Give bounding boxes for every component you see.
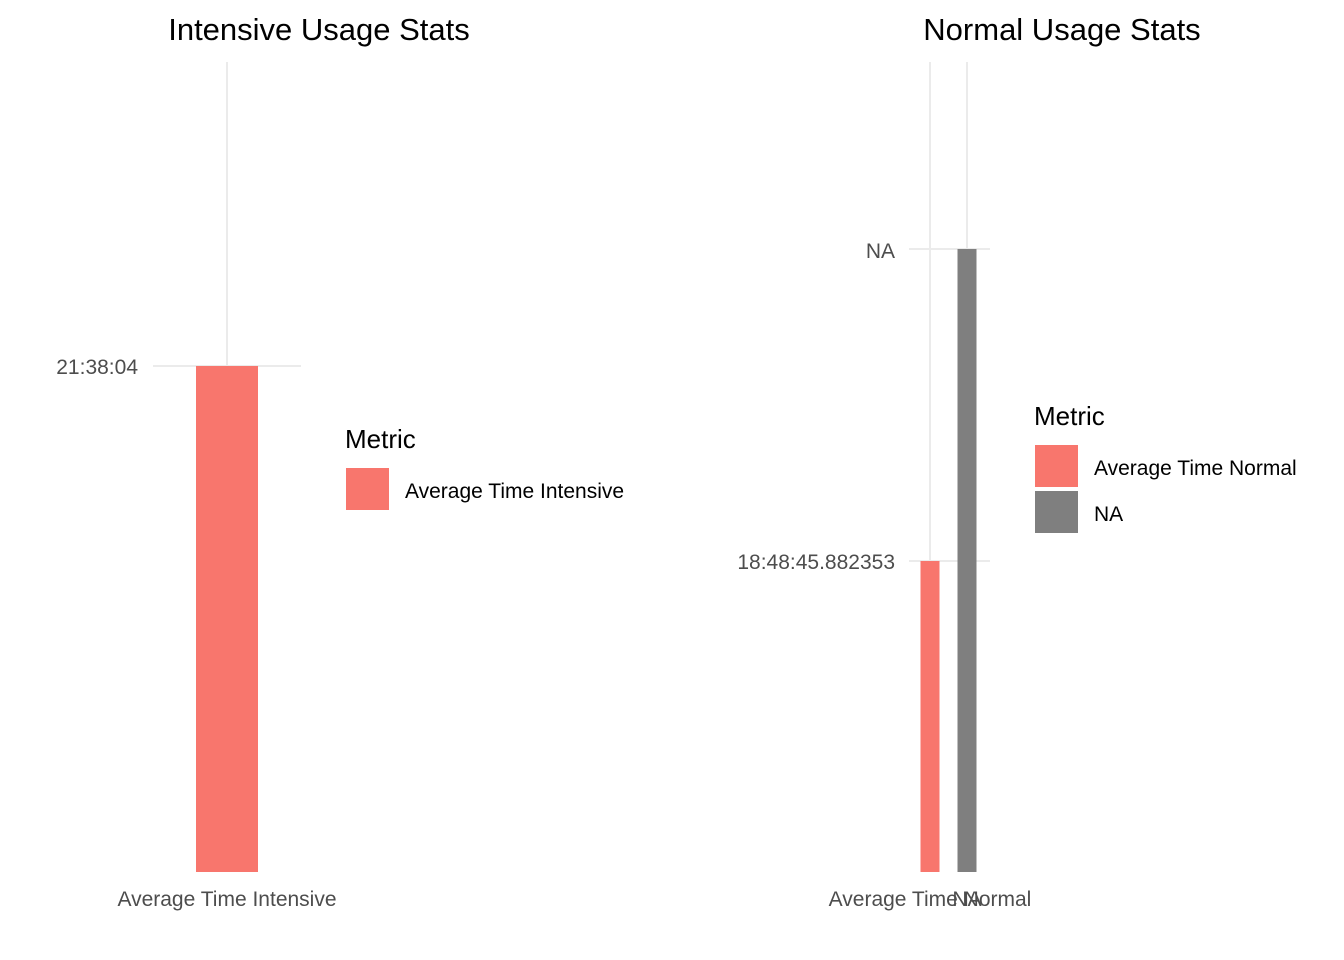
intensive-legend-swatch [346,468,389,510]
intensive-legend-title: Metric [345,424,416,454]
normal-bars [920,249,977,872]
intensive-legend: Metric Average Time Intensive [345,424,624,510]
intensive-panel: Intensive Usage Stats 21:38:04 Average T… [56,12,624,911]
intensive-chart-title: Intensive Usage Stats [168,12,470,47]
bar-average-time-intensive [196,366,258,872]
normal-y-tick-label-na: NA [866,240,895,263]
normal-panel: Normal Usage Stats 18:48:45.882353 NA Av… [737,12,1296,911]
intensive-y-tick-label: 21:38:04 [56,356,138,379]
intensive-bars [196,366,258,872]
normal-legend-swatch-2 [1035,491,1078,533]
normal-legend-title: Metric [1034,401,1105,431]
normal-legend-label-2: NA [1094,503,1123,526]
normal-legend: Metric Average Time Normal NA [1034,401,1297,533]
normal-legend-swatch-1 [1035,445,1078,487]
normal-x-tick-label-1: Average Time Normal [829,888,1032,911]
bar-average-time-normal [920,561,940,872]
intensive-x-tick-label: Average Time Intensive [117,888,336,911]
normal-chart-title: Normal Usage Stats [923,12,1200,47]
bar-na [957,249,977,872]
normal-x-tick-label-2: NA [952,888,981,911]
intensive-legend-label: Average Time Intensive [405,480,624,503]
normal-legend-label-1: Average Time Normal [1094,457,1297,480]
normal-y-tick-label-value: 18:48:45.882353 [737,551,895,574]
